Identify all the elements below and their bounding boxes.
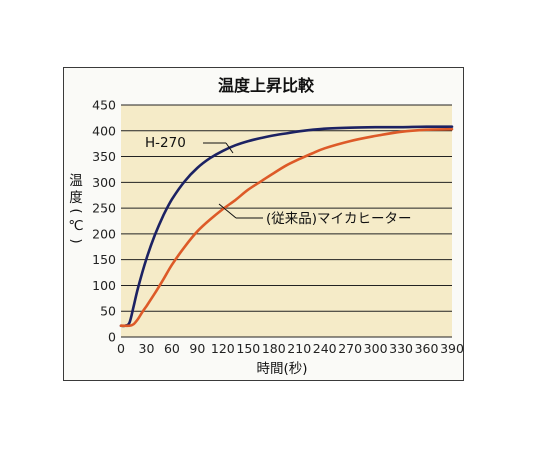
series-line-1 [119,125,454,328]
plot-area [121,105,452,337]
x-tick-label: 300 [364,341,388,356]
x-tick-label: 60 [164,341,180,356]
x-tick-label: 210 [287,341,311,356]
y-tick-label: 100 [92,278,116,293]
y-tick-label: 350 [92,149,116,164]
y-tick-label: 300 [92,175,116,190]
x-axis-label: 時間(秒) [256,361,307,377]
y-axis-label: 温度 ( ℃) [68,173,84,244]
x-tick-label: 330 [389,341,413,356]
series-lines [119,125,454,328]
x-tick-label: 180 [262,341,286,356]
series-line-2 [119,127,454,328]
y-tick-label: 50 [100,304,116,319]
x-tick-labels: 0 30 60 90 120 150 180 210 240 270 300 330 360 390 [117,341,464,356]
y-axis-label-char: 温 [69,173,83,189]
y-tick-label: 0 [108,330,116,345]
x-tick-label: 120 [211,341,235,356]
series-label-2: (従来品)マイカヒーター [266,211,412,227]
y-axis-label-char: ( [68,208,84,213]
y-tick-labels: 0 50 100 150 200 250 300 350 400 450 [92,98,116,345]
x-tick-label: 90 [189,341,205,356]
gridlines [121,104,452,338]
y-tick-label: 400 [92,123,116,138]
y-tick-label: 450 [92,98,116,113]
x-tick-label: 150 [236,341,260,356]
x-tick-label: 270 [338,341,362,356]
x-tick-label: 390 [440,341,464,356]
chart-svg: 温度上昇比較 0 50 100 150 200 250 300 350 400 450 0 30 60… [68,76,464,377]
y-tick-label: 150 [92,252,116,267]
y-axis-label-char: ) [68,238,84,243]
leader-line [225,142,234,154]
y-tick-label: 250 [92,201,116,216]
y-axis-label-char: 度 [69,190,83,206]
y-tick-label: 200 [92,226,116,241]
chart-title: 温度上昇比較 [217,76,315,95]
series-label-1: H-270 [145,135,186,151]
x-tick-label: 0 [117,341,125,356]
chart-frame: 温度上昇比較 0 50 100 150 200 250 300 350 400 450 0 30 60… [63,67,464,381]
series-annotations: H-270 (従来品)マイカヒーター [145,135,412,227]
x-tick-label: 30 [139,341,155,356]
x-tick-label: 360 [415,341,439,356]
x-tick-label: 240 [313,341,337,356]
y-axis-label-char: ℃ [68,218,83,234]
leader-line [218,203,237,219]
